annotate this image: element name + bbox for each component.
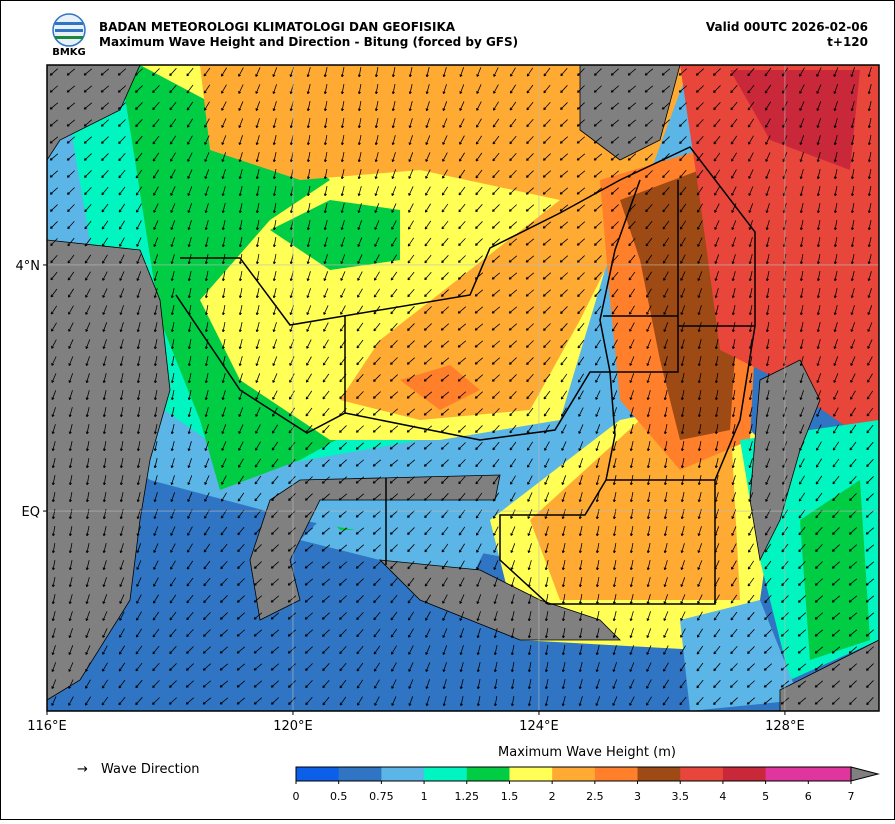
header-title: BADAN METEOROLOGI KLIMATOLOGI DAN GEOFIS… [99,20,456,34]
colorbar-segment [680,767,724,781]
valid-time: Valid 00UTC 2026-02-06 [706,20,868,34]
legend-label: Wave Direction [101,762,200,777]
lon-label: 116°E [27,719,67,734]
land [47,65,141,161]
colorbar-tick-label: 0 [293,790,300,803]
colorbar-tick-label: 2.5 [586,790,604,803]
colorbar-tick-label: 1 [421,790,428,803]
colorbar-tick-label: 3.5 [671,790,689,803]
colorbar-segment [338,767,382,781]
colorbar-tick-label: 0.5 [330,790,348,803]
wave-zone [270,200,400,270]
colorbar-tick-label: 0.75 [369,790,394,803]
wave-arrows [49,67,875,707]
colorbar-segment [637,767,681,781]
colorbar: 0 0.5 0.75 1 1.25 1.5 2 2.5 3 3.5 4 5 6 7 [293,766,880,803]
axis-ticks: 116°E 120°E 124°E 128°E 4°N EQ [16,259,805,734]
logo-text: BMKG [52,47,86,58]
colorbar-segment [509,767,553,781]
forecast-zone [175,180,755,565]
land [779,639,879,711]
colorbar-segment [765,767,809,781]
graticule [47,65,879,711]
wave-zone [400,365,480,410]
colorbar-segment [381,767,425,781]
map-frame [46,64,880,712]
lon-label: 120°E [273,719,313,734]
logo-stripe [55,36,83,39]
wave-zone [800,480,870,660]
lat-label: 4°N [16,259,41,274]
logo-stripe [55,22,83,25]
colorbar-tick-label: 1.25 [455,790,480,803]
lat-label: EQ [22,505,40,520]
colorbar-segment [296,767,340,781]
lon-label: 124°E [519,719,559,734]
lead-time: t+120 [827,35,868,49]
land [378,559,621,641]
colorbar-segment [424,767,468,781]
colorbar-tick-label: 4 [719,790,726,803]
wave-zone [730,70,860,170]
land [47,239,171,701]
logo-stripe [55,29,83,32]
colorbar-segment [722,767,767,781]
header-subtitle: Maximum Wave Height and Direction - Bitu… [99,35,518,49]
colorbar-tick-label: 5 [762,790,769,803]
colorbar-tick-label: 2 [549,790,556,803]
colorbar-segment [552,767,596,781]
logo: BMKG [52,13,86,58]
lon-label: 128°E [765,719,805,734]
colorbar-segment [466,767,510,781]
colorbar-tick-label: 7 [848,790,855,803]
colorbar-tick-label: 1.5 [501,790,519,803]
colorbar-tick-label: 3 [634,790,641,803]
colorbar-title: Maximum Wave Height (m) [498,745,676,760]
land [579,65,681,161]
wave-zone [680,600,800,711]
colorbar-frame [295,766,852,782]
colorbar-segment [594,767,639,781]
colorbar-segment [808,767,852,781]
colorbar-tick-label: 6 [805,790,812,803]
map [47,65,879,711]
legend-arrow: → [77,762,88,777]
